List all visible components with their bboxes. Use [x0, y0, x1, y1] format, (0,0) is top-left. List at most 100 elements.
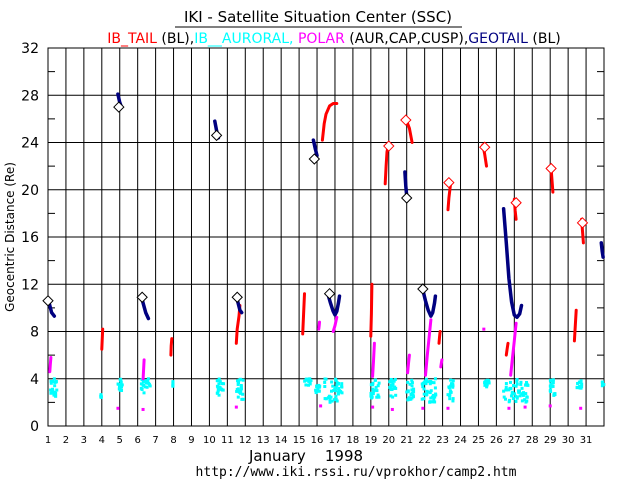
data-point [49, 391, 53, 395]
data-point [332, 398, 336, 402]
data-point [307, 379, 311, 383]
data-point [376, 393, 380, 397]
data-point [421, 385, 425, 389]
data-point [99, 393, 103, 397]
data-point [145, 385, 149, 389]
data-point [53, 393, 57, 397]
data-point [171, 382, 175, 386]
data-point [514, 384, 518, 388]
data-point [446, 393, 450, 397]
y-tick-label: 28 [21, 88, 39, 104]
data-point [220, 382, 224, 386]
data-line [369, 282, 374, 338]
data-point [375, 389, 379, 393]
data-point [145, 379, 149, 383]
x-tick-labels: 1 2 3 4 5 6 7 8 9 10 11 12 13 14 15 16 17 18 19 20 21 22 23 24 2… [45, 435, 593, 446]
data-point [53, 384, 57, 388]
data-point [323, 380, 327, 384]
data-point [515, 379, 519, 383]
data-point [236, 382, 240, 386]
data-point [141, 407, 145, 411]
data-line [439, 358, 444, 369]
data-point [577, 380, 581, 384]
x-tick-label: 22 [418, 435, 431, 446]
data-point [49, 379, 53, 383]
data-point [549, 382, 553, 386]
data-point [524, 400, 528, 404]
x-tick-label: 9 [188, 435, 194, 446]
data-point [308, 382, 312, 386]
data-point [236, 379, 240, 383]
x-tick-label: 18 [347, 435, 360, 446]
x-axis-label: January 1998 [248, 447, 363, 465]
data-line [403, 170, 409, 198]
data-point [336, 382, 340, 386]
data-point [524, 383, 528, 387]
y-axis-label: Geocentric Distance (Re) [3, 162, 17, 312]
data-point [410, 384, 414, 388]
series-ib-tail [100, 102, 589, 357]
data-point [487, 379, 491, 383]
data-point [324, 397, 328, 401]
data-point [448, 389, 452, 393]
data-point [504, 397, 508, 401]
x-tick-label: 4 [99, 435, 105, 446]
data-point [412, 387, 416, 391]
chart-title: IKI - Satellite Situation Center (SSC) [184, 8, 452, 26]
data-point [580, 382, 584, 386]
data-point [448, 397, 452, 401]
data-point [424, 377, 428, 381]
data-point [334, 386, 338, 390]
data-point [215, 379, 219, 383]
position-diamond [400, 114, 412, 126]
data-point [422, 387, 426, 391]
data-point [389, 377, 393, 381]
x-tick-label: 17 [329, 435, 342, 446]
data-point [526, 383, 530, 387]
data-point [411, 395, 415, 399]
data-point [525, 395, 529, 399]
data-point [512, 384, 516, 388]
data-point [433, 386, 437, 390]
data-line [141, 358, 146, 381]
x-tick-label: 29 [544, 435, 557, 446]
source-url: http://www.iki.rssi.ru/vprokhor/camp2.ht… [196, 465, 517, 480]
data-line [509, 321, 518, 377]
data-point [484, 382, 488, 386]
data-point [375, 395, 379, 399]
data-point [514, 399, 518, 403]
data-point [237, 381, 241, 385]
subtitle-part-0: IB_TAIL [107, 31, 157, 47]
data-point [237, 390, 241, 394]
data-line [371, 341, 376, 378]
x-tick-label: 21 [400, 435, 413, 446]
data-point [433, 400, 437, 404]
ticks [48, 71, 604, 403]
x-tick-label: 13 [257, 435, 270, 446]
data-point [523, 405, 527, 409]
data-point [335, 399, 339, 403]
data-point [316, 386, 320, 390]
data-line [504, 341, 510, 357]
data-point [394, 393, 398, 397]
data-point [429, 396, 433, 400]
grid [48, 48, 604, 426]
data-point [482, 327, 486, 331]
data-point [371, 405, 375, 409]
data-point [373, 388, 377, 392]
position-diamond [136, 291, 148, 303]
data-point [600, 384, 604, 388]
data-point [119, 380, 123, 384]
data-point [146, 381, 150, 385]
x-tick-label: 25 [472, 435, 485, 446]
data-point [422, 397, 426, 401]
subtitle-part-3: POLAR [294, 31, 346, 47]
x-tick-label: 1 [45, 435, 51, 446]
data-point [424, 393, 428, 397]
position-diamond [42, 295, 54, 307]
data-point [430, 395, 434, 399]
data-point [602, 383, 606, 387]
data-point [424, 379, 428, 383]
data-point [515, 378, 519, 382]
